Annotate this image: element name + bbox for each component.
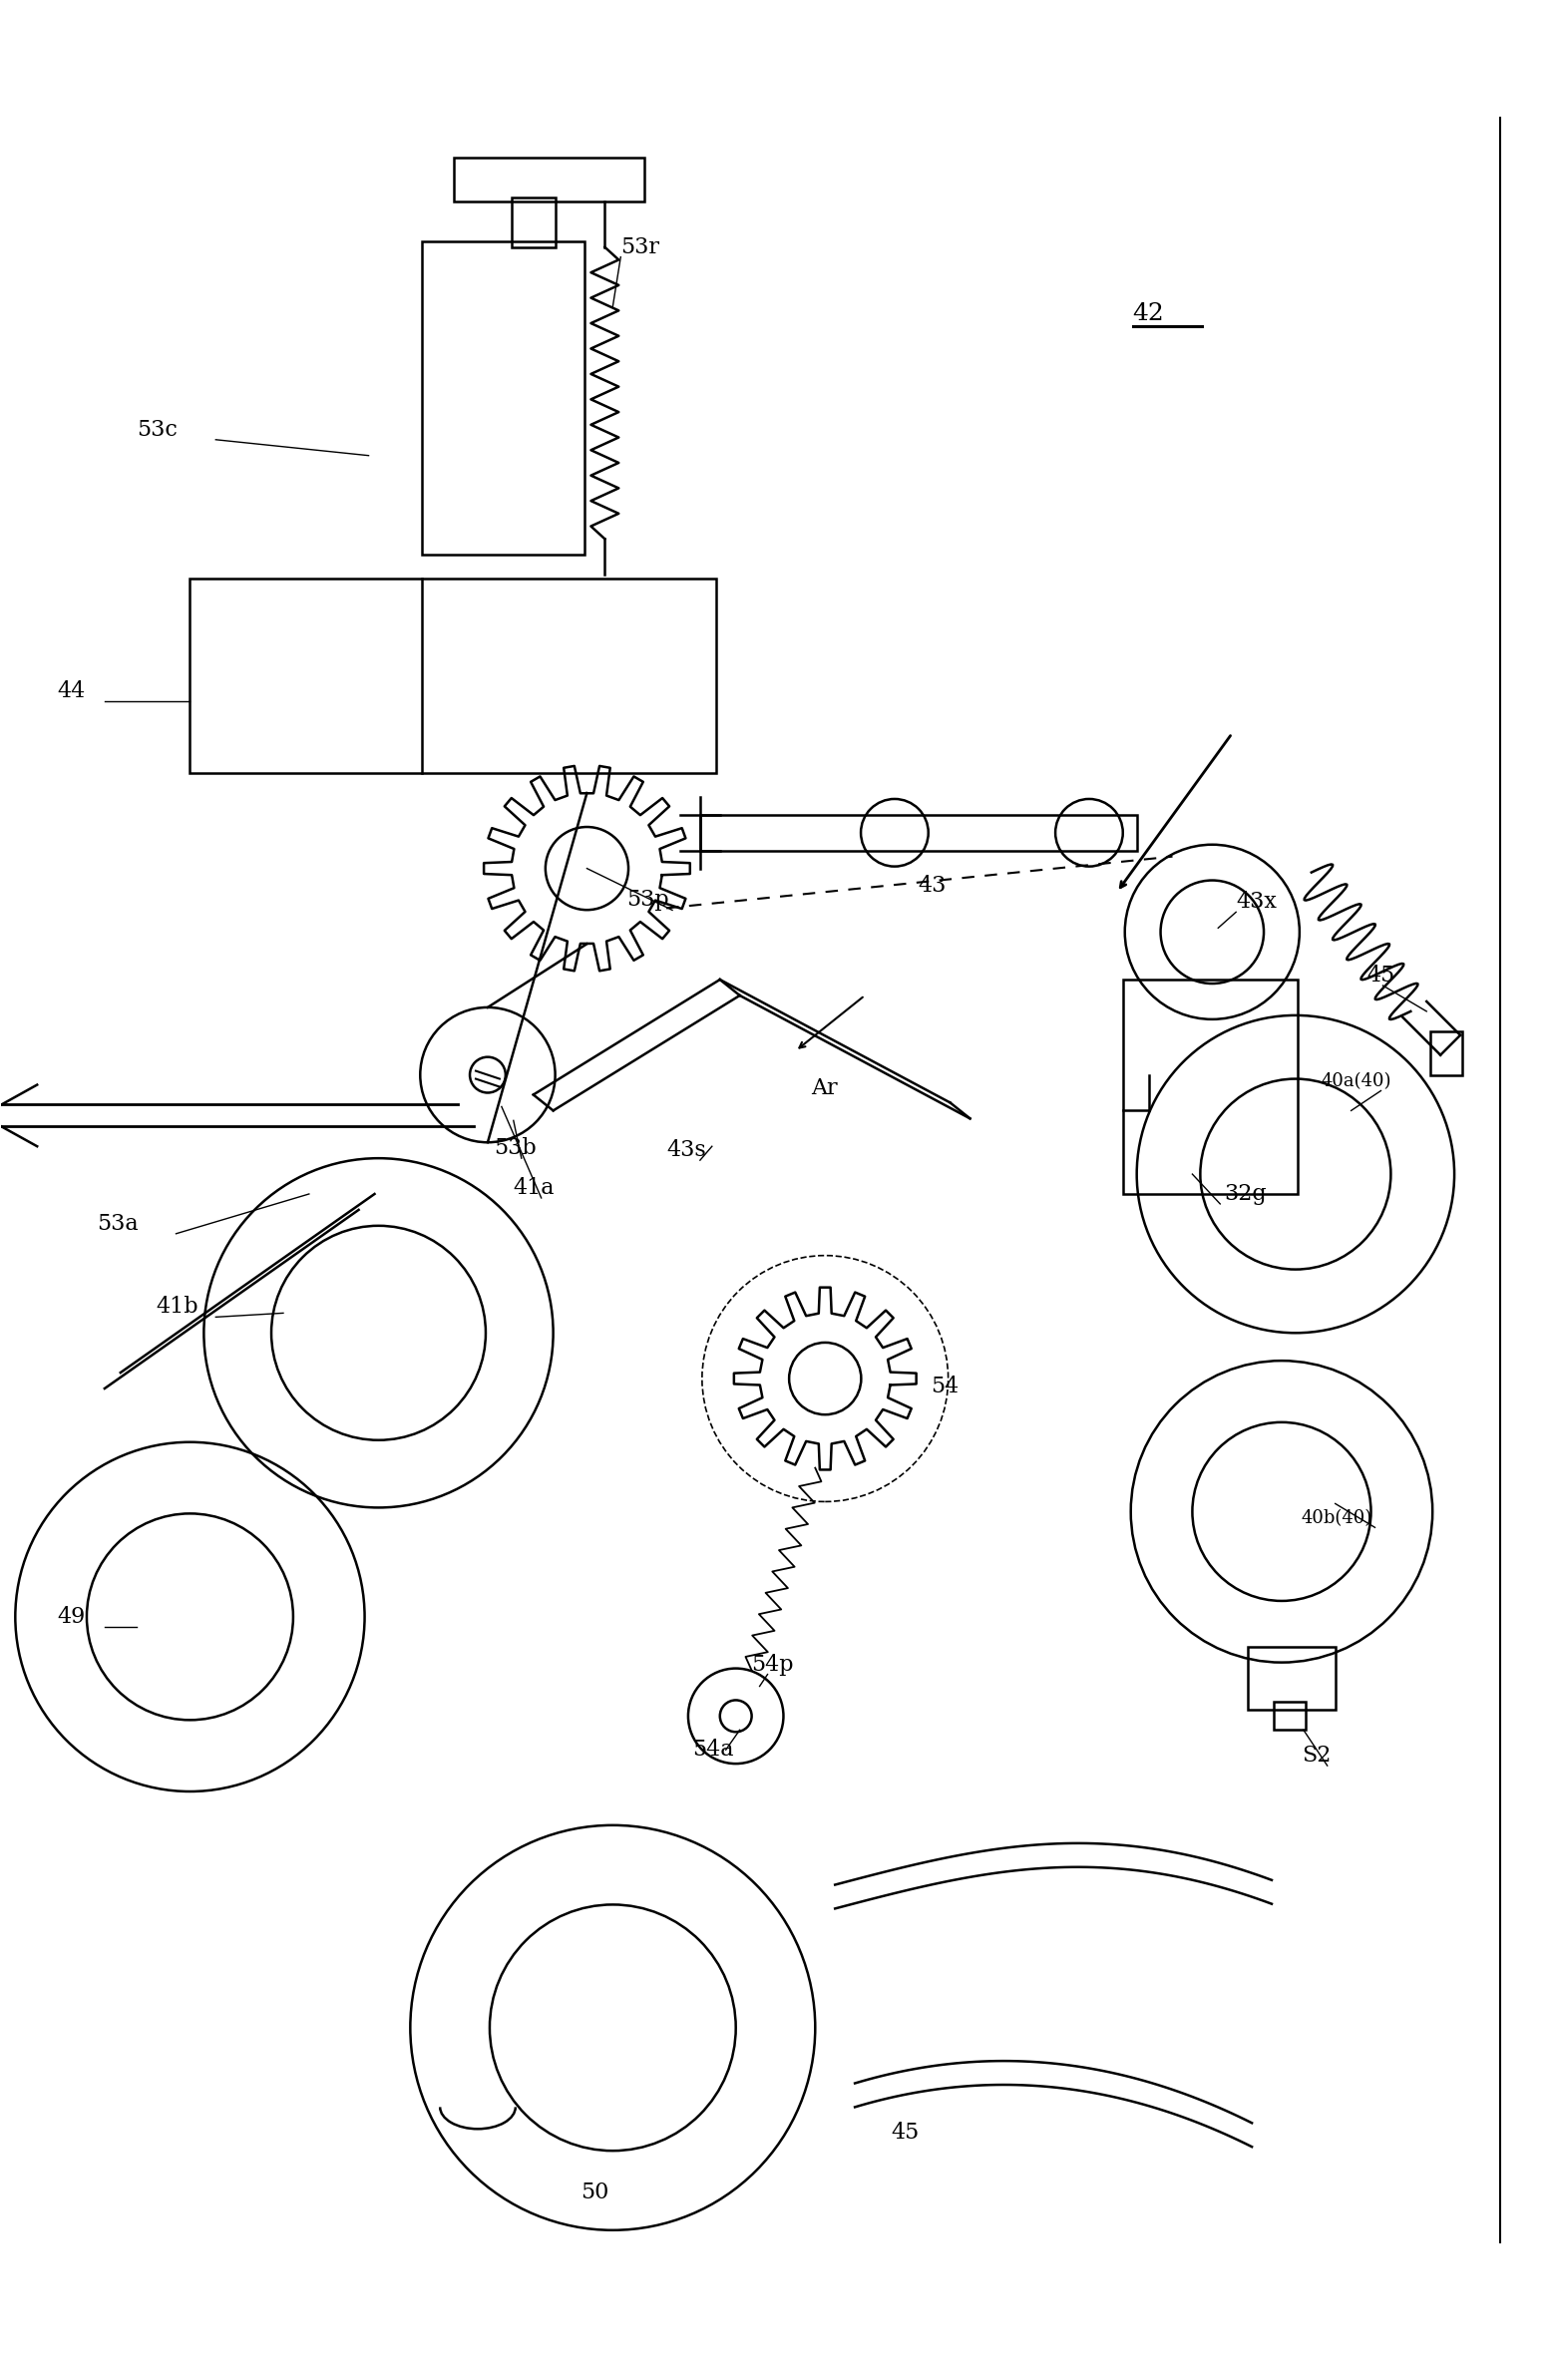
Text: 53b: 53b xyxy=(493,1138,537,1159)
Text: 53a: 53a xyxy=(96,1214,138,1235)
Text: 53r: 53r xyxy=(620,236,659,257)
Text: 40b(40): 40b(40) xyxy=(1301,1509,1373,1528)
Text: S2: S2 xyxy=(1301,1745,1331,1766)
Text: 41b: 41b xyxy=(157,1297,199,1319)
Text: 43s: 43s xyxy=(667,1140,706,1161)
Bar xyxy=(1430,1031,1463,1076)
Text: 53c: 53c xyxy=(136,419,177,440)
Bar xyxy=(189,578,717,774)
Text: 45: 45 xyxy=(890,2123,918,2144)
Text: 49: 49 xyxy=(57,1607,85,1628)
Text: 44: 44 xyxy=(57,681,85,702)
Text: 53p: 53p xyxy=(627,890,668,912)
Text: 45: 45 xyxy=(1366,964,1396,988)
Text: 43x: 43x xyxy=(1236,890,1276,914)
Text: 43: 43 xyxy=(918,876,946,897)
Bar xyxy=(700,814,1137,850)
Text: 32g: 32g xyxy=(1224,1183,1267,1204)
Text: 40a(40): 40a(40) xyxy=(1321,1073,1391,1090)
Text: Ar: Ar xyxy=(811,1078,838,1100)
Text: 54: 54 xyxy=(931,1376,959,1397)
Bar xyxy=(1273,1702,1306,1730)
Text: 41a: 41a xyxy=(513,1178,555,1200)
Bar xyxy=(422,240,585,555)
Text: 54a: 54a xyxy=(692,1740,734,1761)
Text: 42: 42 xyxy=(1132,302,1165,326)
Bar xyxy=(1249,1647,1335,1711)
Bar xyxy=(1123,981,1298,1195)
Text: 54p: 54p xyxy=(752,1654,794,1676)
Bar xyxy=(454,157,645,202)
Bar xyxy=(512,198,555,248)
Text: 50: 50 xyxy=(582,2182,610,2204)
